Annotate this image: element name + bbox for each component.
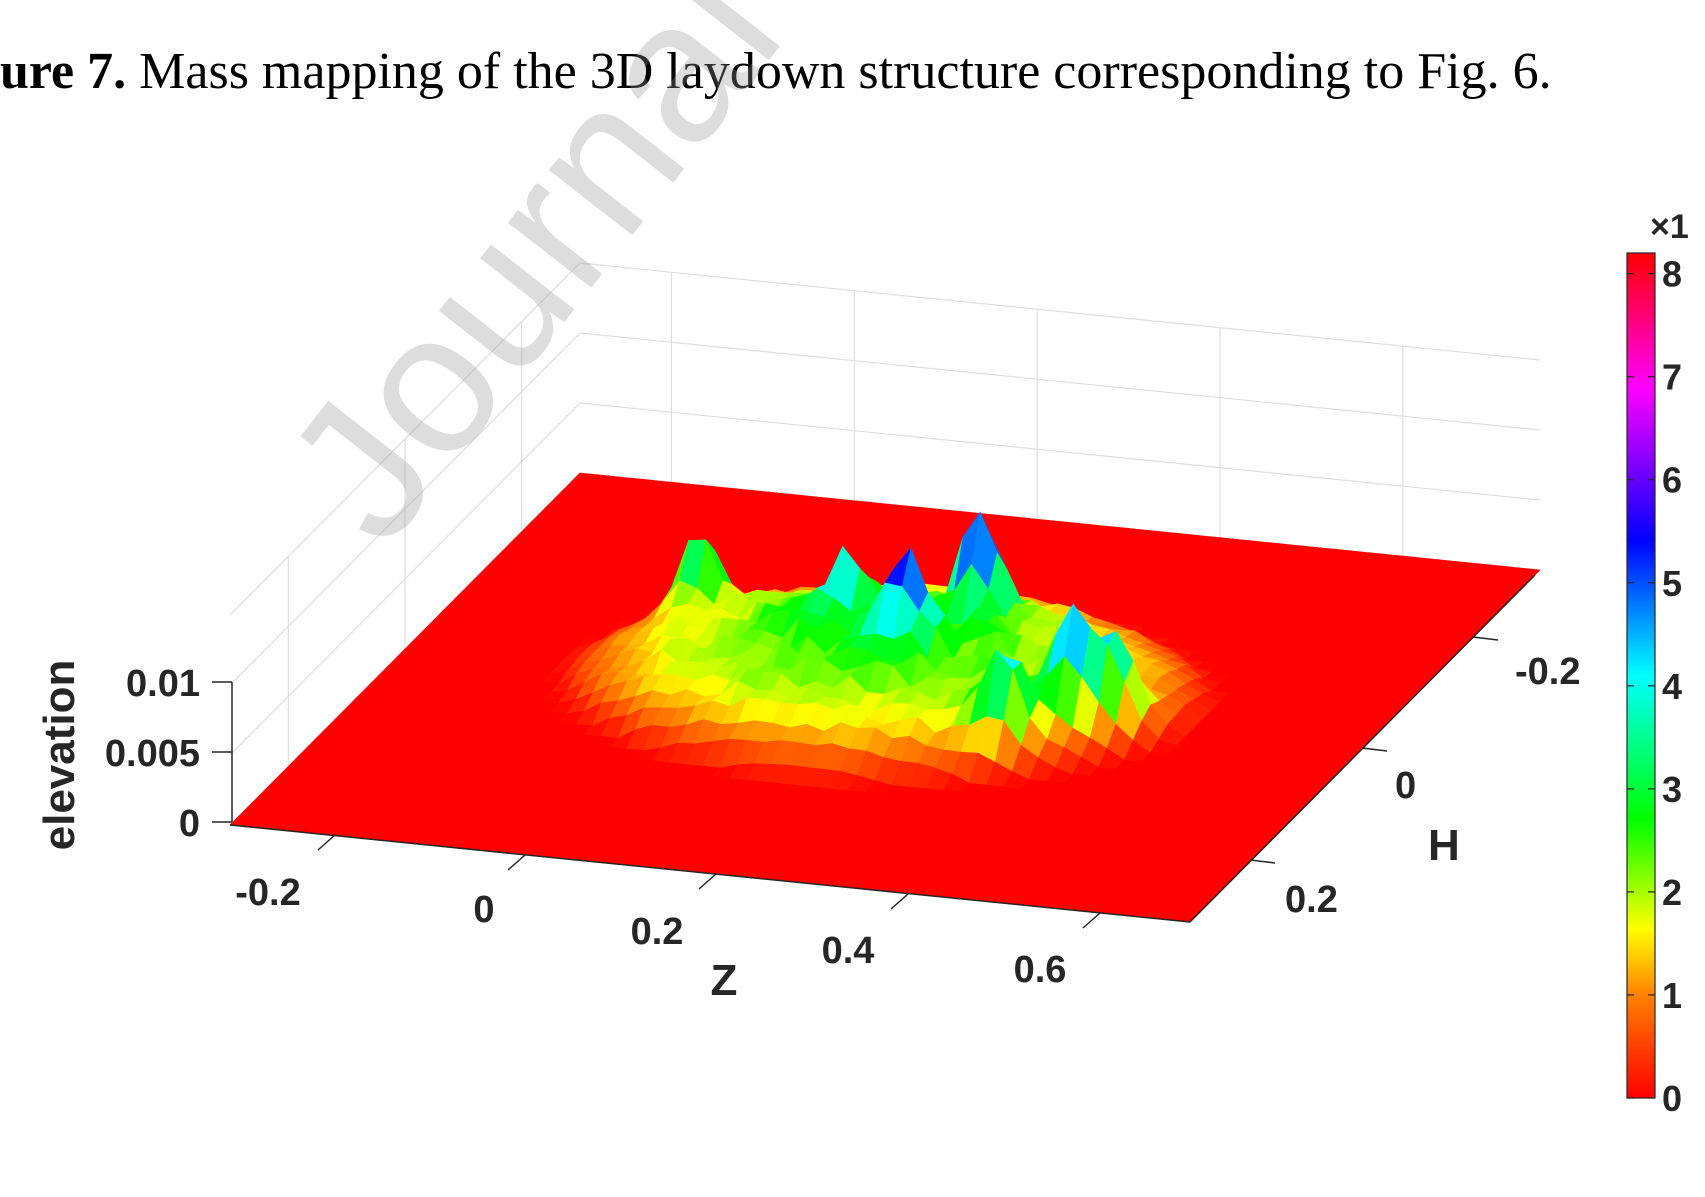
colorbar-tick-label: 5	[1662, 563, 1682, 604]
h-axis-ticks: -0.2 0 0.2 H	[1249, 636, 1580, 921]
colorbar-tick-label: 2	[1662, 872, 1682, 913]
z-tick-label: 0.6	[1014, 949, 1067, 991]
z-tick-label: -0.2	[235, 872, 300, 914]
back-wall-gridline	[579, 262, 1541, 361]
colorbar: 0 1 2 3 4 5 6 7 8 ×1	[1626, 208, 1689, 1119]
z-tick-label: 0	[473, 889, 494, 931]
elevation-axis-label: elevation	[35, 660, 84, 851]
elevation-tick-label: 0.005	[105, 733, 200, 775]
figure-caption: ure 7. Mass mapping of the 3D laydown st…	[0, 42, 1552, 101]
elevation-tick-label: 0.01	[126, 663, 200, 705]
z-tick-label: 0.2	[631, 911, 684, 953]
colorbar-ticks: 0 1 2 3 4 5 6 7 8	[1627, 254, 1682, 1119]
colorbar-tick-label: 0	[1662, 1078, 1682, 1119]
colorbar-tick-label: 8	[1662, 254, 1682, 295]
h-tick-label: 0	[1395, 765, 1416, 807]
h-tick-mark	[1361, 747, 1388, 752]
back-wall-gridline	[579, 332, 1541, 431]
colorbar-gradient	[1626, 252, 1656, 1099]
colorbar-tick-label: 4	[1662, 666, 1682, 707]
surface-mesh	[229, 472, 1541, 923]
figure-label: ure 7.	[0, 43, 127, 100]
h-axis-label: H	[1428, 821, 1460, 870]
z-tick-label: 0.4	[822, 930, 875, 972]
colorbar-tick-label: 1	[1662, 975, 1682, 1016]
colorbar-tick-label: 6	[1662, 460, 1682, 501]
back-wall-gridline	[579, 402, 1541, 501]
elevation-tick-label: 0	[179, 803, 200, 845]
axes: -0.2 0 0.2 0.4 0.6 Z -0.2 0 0.2 H 0 0.00…	[35, 574, 1580, 1005]
colorbar-tick-label: 7	[1662, 357, 1682, 398]
z-tick-mark	[317, 834, 336, 851]
h-tick-mark	[1249, 859, 1276, 864]
axes-grid	[229, 262, 1541, 826]
z-tick-mark	[507, 854, 526, 871]
h-tick-mark	[1472, 636, 1499, 641]
colorbar-tick-label: 3	[1662, 769, 1682, 810]
z-tick-mark	[890, 893, 909, 910]
colorbar-exponent: ×1	[1650, 208, 1689, 246]
figure-caption-text: Mass mapping of the 3D laydown structure…	[139, 43, 1552, 100]
elevation-axis-ticks: 0 0.005 0.01 elevation	[35, 660, 232, 851]
h-tick-label: 0.2	[1285, 879, 1338, 921]
z-tick-mark	[1082, 912, 1101, 929]
z-axis-line	[229, 824, 1191, 923]
h-tick-label: -0.2	[1515, 651, 1580, 693]
z-tick-mark	[698, 873, 717, 890]
z-axis-label: Z	[711, 956, 738, 1005]
z-axis-ticks: -0.2 0 0.2 0.4 0.6 Z	[235, 834, 1101, 1005]
